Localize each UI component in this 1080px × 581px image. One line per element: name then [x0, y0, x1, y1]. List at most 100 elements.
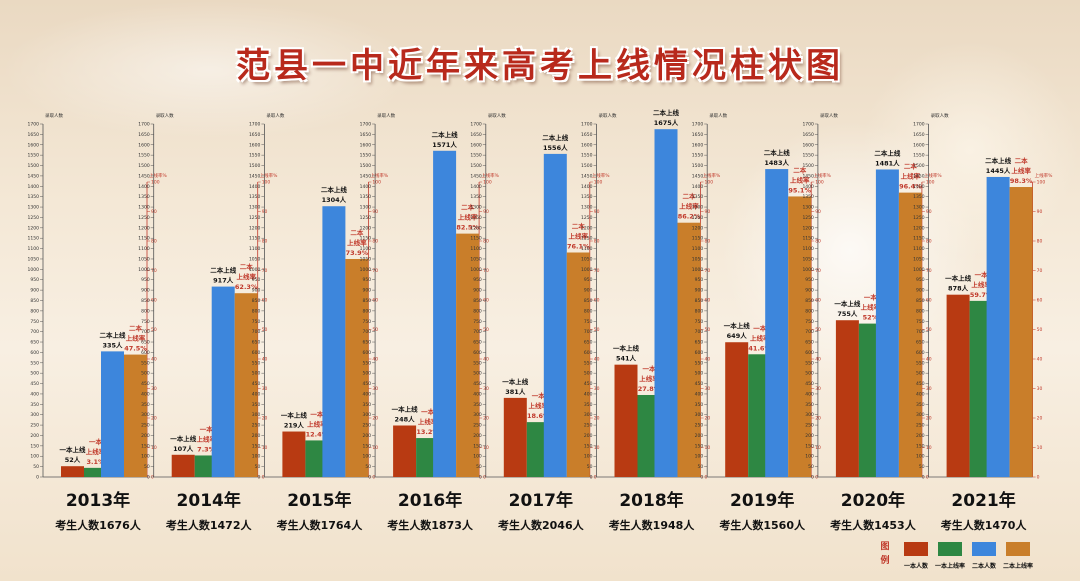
erben-rate-name: 上线率 [679, 202, 699, 211]
left-axis-unit: 录取人数 [45, 112, 63, 119]
left-axis-tick-label: 300 [584, 412, 593, 418]
left-axis-tick-label: 1050 [360, 256, 372, 262]
left-axis-tick-label: 1350 [470, 194, 482, 200]
left-axis-tick-label: 100 [141, 454, 150, 460]
left-axis-tick-label: 700 [916, 329, 925, 335]
left-axis-tick-label: 1450 [28, 173, 40, 179]
bar-yiben-count [282, 431, 306, 477]
left-axis-tick-label: 700 [473, 329, 482, 335]
erben-count-value: 1481人 [875, 158, 900, 167]
bar-erben-count [211, 286, 235, 477]
erben-count-name: 二本上线 [432, 130, 459, 139]
left-axis-tick-label: 150 [252, 443, 261, 449]
erben-rate-name: 二本 [683, 192, 697, 201]
left-axis-unit: 录取人数 [266, 112, 284, 119]
left-axis-tick-label: 300 [805, 412, 814, 418]
left-axis-tick-label: 1200 [28, 225, 40, 231]
left-axis-tick-label: 1100 [360, 246, 372, 252]
left-axis-tick-label: 1400 [913, 184, 925, 190]
yiben-rate-name: 一本 [310, 409, 324, 418]
left-axis-tick-label: 600 [584, 350, 593, 356]
erben-count-value: 917人 [213, 276, 234, 285]
left-axis-tick-label: 100 [805, 454, 814, 460]
left-axis-tick-label: 500 [695, 371, 704, 377]
yiben-rate-value: 52% [863, 314, 879, 322]
left-axis-tick-label: 1600 [913, 142, 925, 148]
year-label: 2014年 [177, 490, 241, 511]
left-axis-tick-label: 1700 [360, 122, 372, 128]
left-axis-tick-label: 500 [30, 371, 39, 377]
left-axis-tick-label: 650 [473, 340, 482, 346]
left-axis-tick-label: 100 [695, 454, 704, 460]
left-axis-tick-label: 600 [363, 350, 372, 356]
left-axis-tick-label: 350 [30, 402, 39, 408]
erben-count-value: 1445人 [986, 166, 1011, 175]
left-axis-tick-label: 1150 [360, 236, 372, 242]
left-axis-tick-label: 100 [363, 454, 372, 460]
left-axis-tick-label: 1150 [249, 236, 261, 242]
left-axis-tick-label: 1200 [249, 225, 261, 231]
bar-erben-rate [566, 252, 590, 477]
left-axis-tick-label: 250 [695, 423, 704, 429]
left-axis-tick-label: 1550 [692, 153, 704, 159]
left-axis-tick-label: 1000 [249, 267, 261, 273]
left-axis-tick-label: 950 [252, 277, 261, 283]
bar-erben-count [543, 153, 567, 477]
left-axis-tick-label: 1700 [470, 122, 482, 128]
right-axis-tick-label: 100 [262, 180, 271, 186]
left-axis-tick-label: 150 [916, 443, 925, 449]
erben-count-name: 二本上线 [321, 185, 348, 194]
left-axis-tick-label: 450 [584, 381, 593, 387]
left-axis-tick-label: 50 [33, 464, 39, 470]
left-axis-tick-label: 900 [584, 288, 593, 294]
yiben-count-value: 878人 [948, 284, 969, 293]
left-axis-tick-label: 400 [30, 391, 39, 397]
left-axis-tick-label: 150 [363, 443, 372, 449]
left-axis-tick-label: 500 [473, 371, 482, 377]
left-axis-tick-label: 350 [584, 402, 593, 408]
legend-item: 二本人数 [968, 542, 1000, 570]
left-axis-tick-label: 300 [363, 412, 372, 418]
left-axis-tick-label: 800 [916, 308, 925, 314]
yiben-rate-value: 59.7% [970, 291, 993, 299]
erben-rate-value: 95.1% [788, 186, 811, 194]
left-axis-tick-label: 500 [252, 371, 261, 377]
left-axis-tick-label: 650 [252, 340, 261, 346]
left-axis-tick-label: 550 [584, 360, 593, 366]
left-axis-tick-label: 1550 [581, 153, 593, 159]
left-axis-tick-label: 200 [141, 433, 150, 439]
left-axis-tick-label: 100 [252, 454, 261, 460]
right-axis-unit: 上线率% [703, 172, 721, 179]
left-axis-tick-label: 950 [141, 277, 150, 283]
erben-rate-name: 二本 [350, 228, 364, 237]
left-axis-tick-label: 550 [30, 360, 39, 366]
left-axis-tick-label: 1050 [802, 256, 814, 262]
left-axis-tick-label: 1600 [28, 142, 40, 148]
left-axis-tick-label: 1350 [581, 194, 593, 200]
right-axis-tick-label: 50 [1037, 327, 1043, 333]
left-axis-tick-label: 1100 [28, 246, 40, 252]
left-axis-tick-label: 550 [141, 360, 150, 366]
left-axis-tick-label: 600 [252, 350, 261, 356]
right-axis-tick-label: 100 [926, 180, 935, 186]
left-axis-tick-label: 600 [805, 350, 814, 356]
left-axis-tick-label: 350 [252, 402, 261, 408]
yiben-rate-name: 一本 [200, 424, 214, 433]
candidate-count: 考生人数2046人 [498, 518, 585, 532]
left-axis-tick-label: 850 [473, 298, 482, 304]
left-axis-tick-label: 50 [365, 464, 371, 470]
left-axis-tick-label: 650 [30, 340, 39, 346]
left-axis-unit: 录取人数 [709, 112, 727, 119]
left-axis-tick-label: 1450 [913, 173, 925, 179]
left-axis-tick-label: 0 [147, 475, 150, 481]
yiben-rate-value: 18.6% [527, 412, 550, 420]
left-axis-tick-label: 1400 [802, 184, 814, 190]
bar-erben-count [986, 176, 1010, 477]
left-axis-tick-label: 200 [805, 433, 814, 439]
left-axis-tick-label: 400 [141, 391, 150, 397]
left-axis-tick-label: 950 [363, 277, 372, 283]
legend-swatch [938, 542, 962, 556]
left-axis-tick-label: 250 [363, 423, 372, 429]
right-axis-tick-label: 100 [815, 180, 824, 186]
right-axis-tick-label: 0 [1037, 475, 1040, 481]
